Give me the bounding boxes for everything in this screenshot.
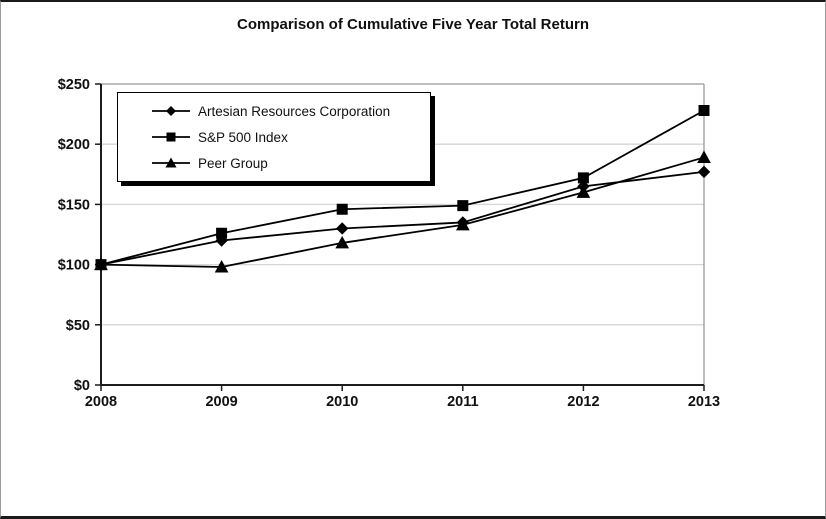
x-axis-label: 2013 (688, 394, 720, 410)
chart-legend: Artesian Resources Corporation S&P 500 In… (117, 92, 431, 182)
data-point-s-p-500-index (457, 200, 469, 212)
triangle-marker-icon (152, 157, 190, 168)
series-line-artesian-resources-corporation (100, 170, 705, 266)
series-line-peer-group (100, 156, 705, 268)
square-marker-icon (152, 132, 190, 142)
x-axis-label: 2011 (447, 394, 478, 410)
diamond-marker-icon (152, 106, 190, 116)
data-point-peer-group (576, 185, 591, 198)
data-point-peer-group (455, 217, 470, 231)
x-axis-label: 2012 (567, 394, 599, 410)
data-point-peer-group (697, 150, 711, 163)
data-point-s-p-500-index (577, 172, 589, 184)
data-point-peer-group (214, 259, 229, 273)
legend-label: Peer Group (198, 155, 268, 171)
data-point-s-p-500-index (336, 203, 348, 215)
legend-label: Artesian Resources Corporation (198, 103, 391, 119)
data-point-s-p-500-index (698, 104, 710, 116)
y-axis-label: $150 (58, 197, 90, 213)
data-point-peer-group (335, 235, 350, 249)
data-point-artesian-resources-corporation (335, 222, 349, 235)
y-axis-label: $50 (66, 318, 90, 334)
legend-label: S&P 500 Index (198, 129, 288, 145)
y-axis-label: $250 (58, 77, 90, 93)
x-axis-label: 2010 (326, 394, 358, 410)
y-axis-label: $0 (74, 378, 90, 394)
y-axis-label: $200 (58, 137, 90, 153)
series-line-s-p-500-index (100, 109, 705, 266)
data-point-artesian-resources-corporation (697, 165, 711, 179)
legend-item-peer-group: Peer Group (152, 153, 414, 173)
legend-item-s-p-500-index: S&P 500 Index (152, 127, 414, 147)
x-axis-label: 2009 (205, 394, 237, 410)
y-axis-label: $100 (58, 258, 90, 274)
chart-title: Comparison of Cumulative Five Year Total… (236, 16, 590, 33)
data-point-peer-group (94, 257, 108, 271)
x-axis-label: 2008 (85, 394, 117, 410)
data-point-s-p-500-index (216, 227, 228, 239)
legend-item-artesian-resources-corporation: Artesian Resources Corporation (152, 101, 414, 121)
